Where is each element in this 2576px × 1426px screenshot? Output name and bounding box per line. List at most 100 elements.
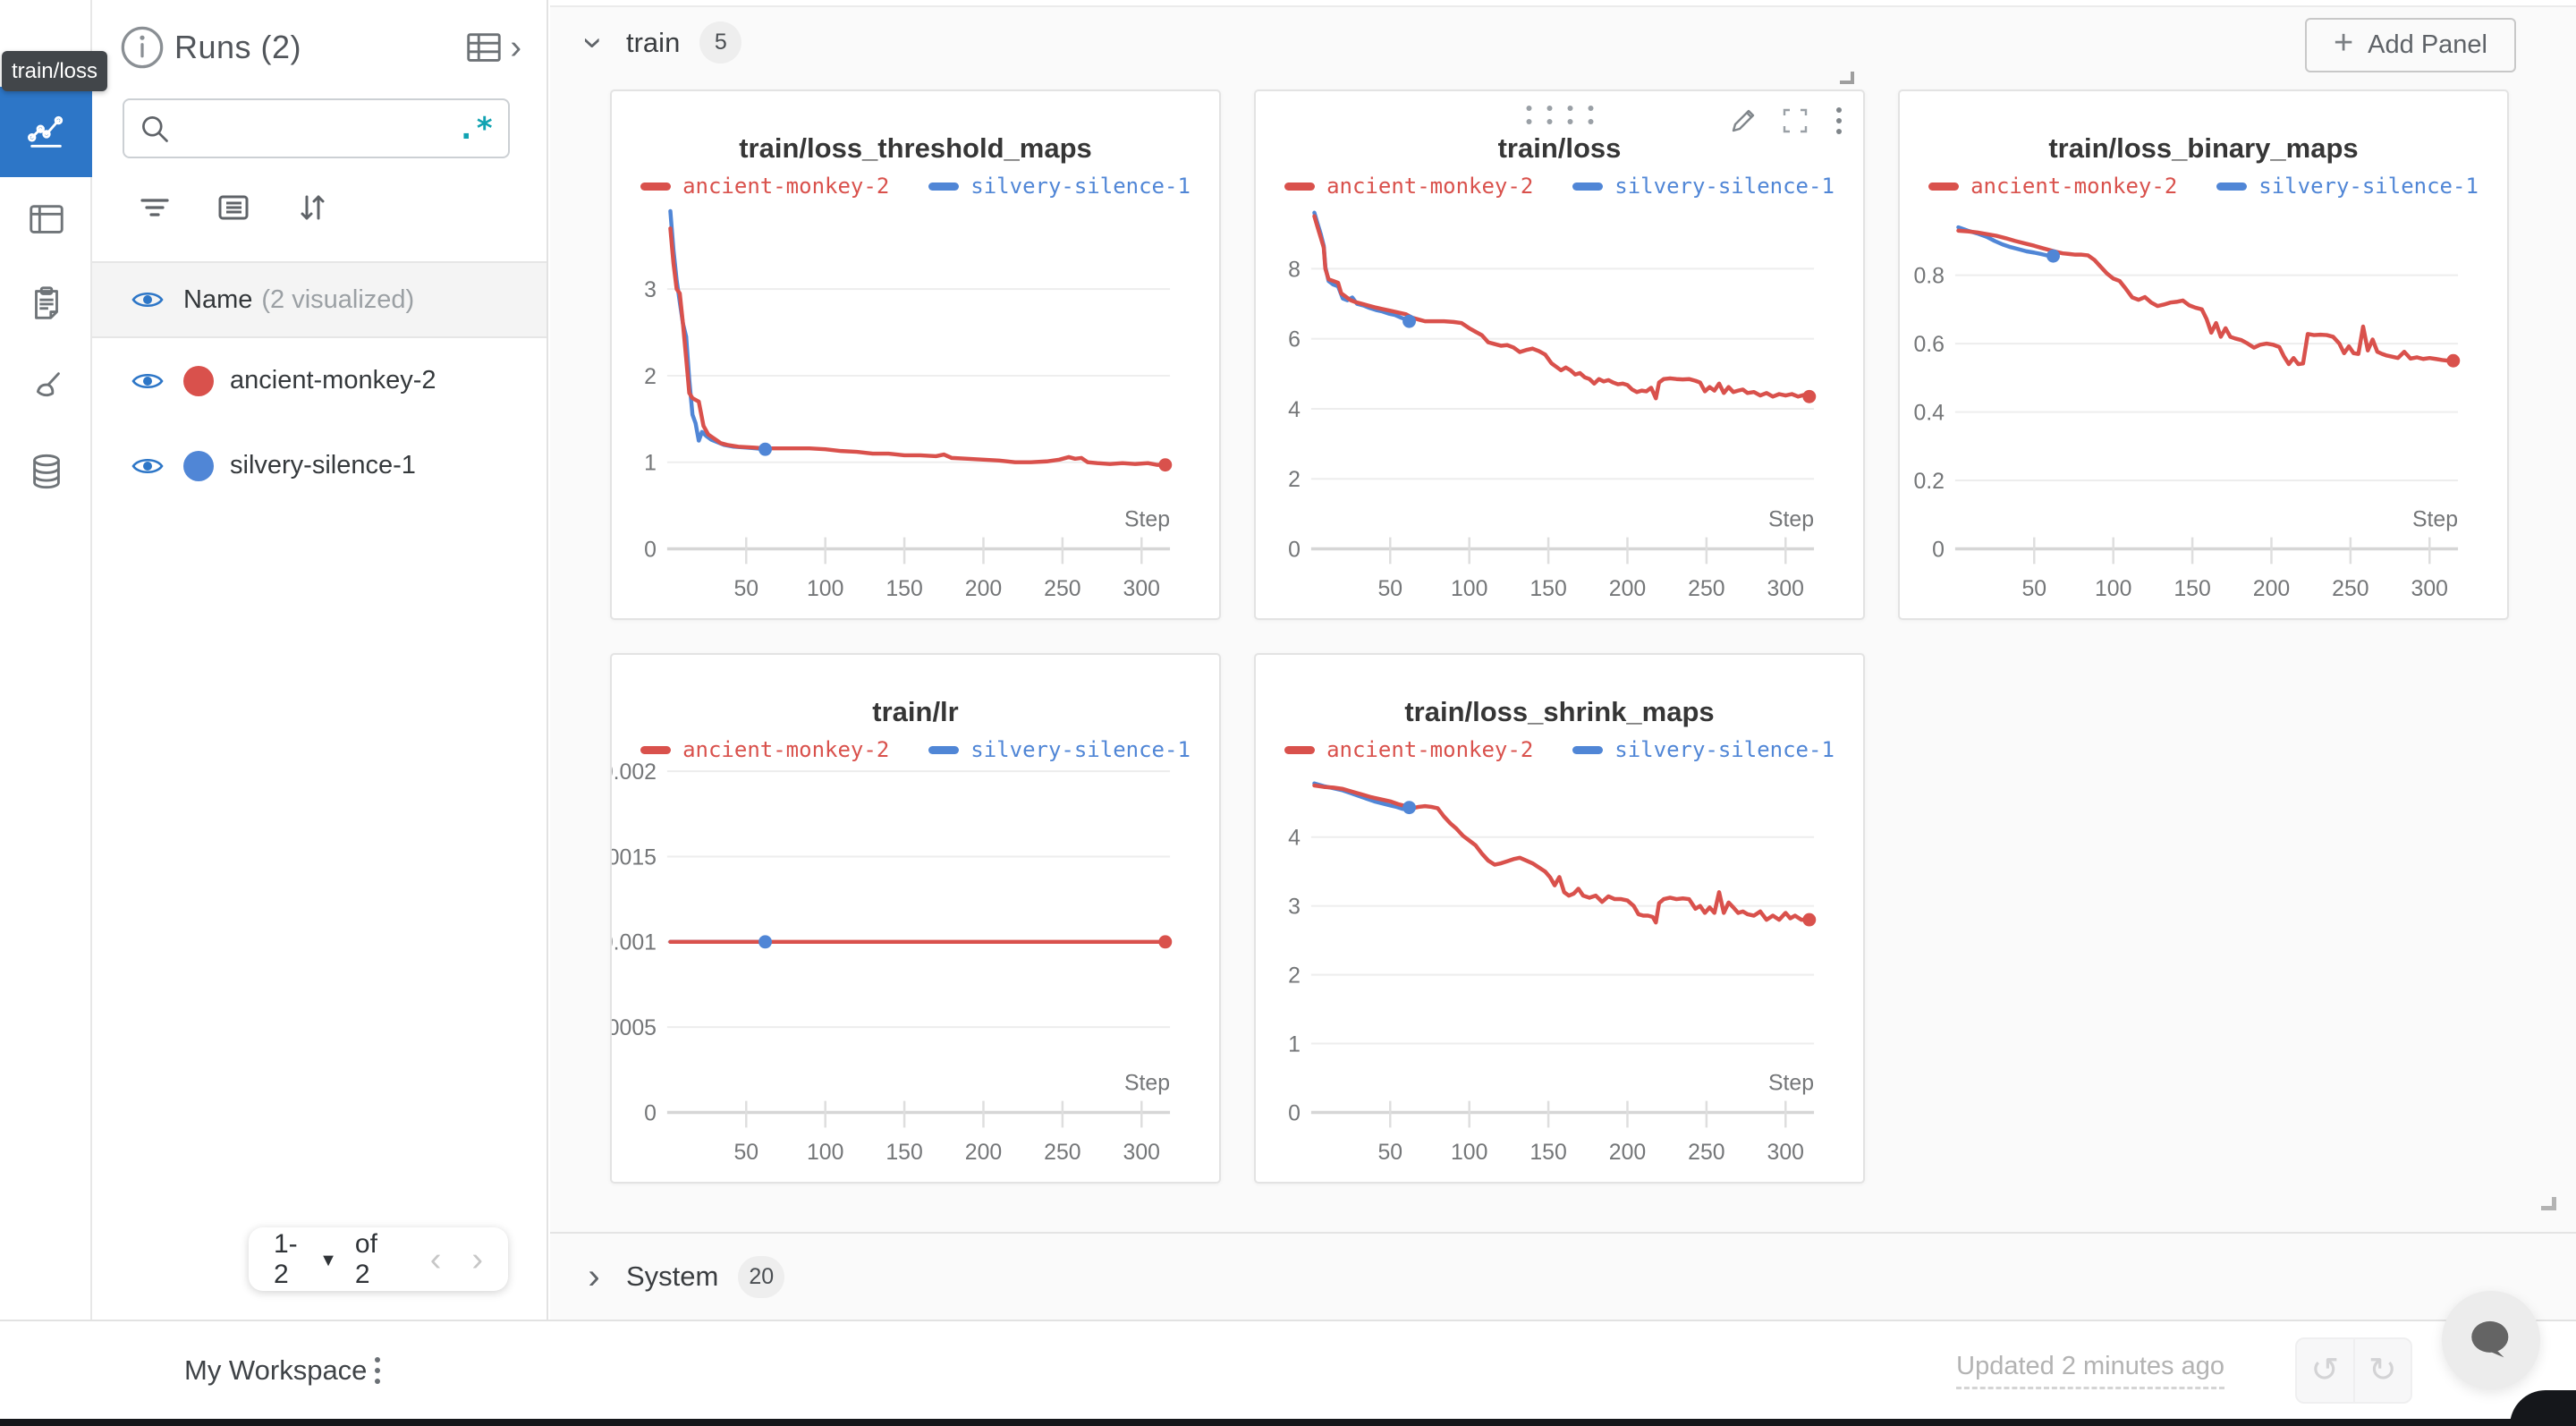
section-resize-handle[interactable]	[2541, 1197, 2556, 1210]
chart-plot[interactable]: 0 1 2 3 50 100 150 200 250 300 Step	[612, 91, 1219, 618]
page-range[interactable]: 1-2	[274, 1228, 298, 1289]
legend-item[interactable]: silvery-silence-1	[928, 737, 1191, 762]
chart-panel[interactable]: 0 1 2 3 4 50 100 150 200 250 300 Step train/loss_shr…	[1254, 653, 1865, 1184]
legend-item[interactable]: ancient-monkey-2	[1284, 737, 1533, 762]
updated-timestamp: Updated 2 minutes ago	[1956, 1352, 2224, 1389]
svg-text:2: 2	[1288, 468, 1301, 492]
eye-icon[interactable]	[131, 369, 164, 393]
legend-dash-icon	[928, 182, 960, 191]
svg-text:50: 50	[733, 577, 758, 601]
sort-icon[interactable]	[294, 190, 330, 225]
run-search[interactable]: .*	[123, 98, 510, 158]
svg-text:150: 150	[886, 1141, 922, 1165]
chart-plot[interactable]: 0 1 2 3 4 50 100 150 200 250 300 Step	[1256, 655, 1863, 1182]
fullscreen-icon[interactable]	[1781, 106, 1809, 135]
legend-item[interactable]: silvery-silence-1	[2216, 174, 2479, 199]
panel-resize-handle[interactable]	[1840, 72, 1854, 84]
undo-button[interactable]: ↺	[2297, 1338, 2355, 1402]
chart-plot[interactable]: 0 2 4 6 8 50 100 150 200 250 300 Step	[1256, 91, 1863, 618]
search-icon	[142, 115, 168, 142]
panel-menu-icon[interactable]	[1833, 104, 1845, 138]
runs-columns-header[interactable]: Name (2 visualized)	[92, 261, 547, 338]
chevron-down-icon[interactable]: ›	[574, 36, 614, 49]
chart-panel[interactable]: 0 2 4 6 8 50 100 150 200 250 300 Step train/loss anc…	[1254, 72, 1865, 620]
run-row[interactable]: ancient-monkey-2	[92, 338, 547, 423]
plus-icon: +	[2333, 24, 2354, 62]
legend-item[interactable]: silvery-silence-1	[928, 174, 1191, 199]
svg-text:150: 150	[1530, 577, 1566, 601]
add-panel-button[interactable]: + Add Panel	[2304, 18, 2516, 72]
table-icon	[26, 199, 67, 240]
sidebar-item-logs[interactable]	[0, 261, 92, 345]
chevron-right-icon[interactable]: ›	[588, 1257, 600, 1296]
svg-text:150: 150	[886, 577, 922, 601]
table-view-icon[interactable]	[463, 27, 504, 68]
name-column-label: Name	[183, 284, 253, 314]
chat-button[interactable]	[2442, 1291, 2540, 1389]
chart-title: train/lr	[872, 696, 959, 727]
legend-item[interactable]: silvery-silence-1	[1572, 174, 1835, 199]
svg-text:0: 0	[1288, 538, 1301, 562]
svg-text:0: 0	[644, 538, 657, 562]
run-color-dot	[183, 450, 214, 481]
run-name[interactable]: ancient-monkey-2	[230, 366, 436, 395]
redo-button[interactable]: ↻	[2355, 1339, 2411, 1402]
svg-text:0.8: 0.8	[1913, 265, 1945, 289]
sidebar-item-artifacts[interactable]	[0, 429, 92, 514]
run-color-dot	[183, 365, 214, 396]
sidebar-item-panels[interactable]	[0, 177, 92, 261]
legend-dash-icon	[1284, 182, 1316, 191]
run-tools	[137, 190, 330, 225]
filter-icon[interactable]	[137, 190, 173, 225]
group-list-icon[interactable]	[216, 190, 251, 225]
legend-item[interactable]: ancient-monkey-2	[1284, 174, 1533, 199]
workspace-menu-icon[interactable]	[371, 1354, 384, 1388]
tooltip-label: train/loss	[11, 58, 98, 83]
system-section-label[interactable]: System	[626, 1260, 719, 1292]
drag-handle-icon[interactable]	[1526, 106, 1593, 124]
run-name[interactable]: silvery-silence-1	[230, 451, 416, 480]
chart-plot[interactable]: 0 0.0005 0.001 0.0015 0.002 50 100 150 200 250 300…	[612, 655, 1219, 1182]
legend-item[interactable]: ancient-monkey-2	[640, 737, 889, 762]
eye-icon[interactable]	[131, 288, 164, 311]
legend-dash-icon	[1928, 182, 1960, 191]
regex-toggle[interactable]: .*	[457, 110, 494, 147]
legend-run-name: silvery-silence-1	[1614, 737, 1835, 762]
next-page-icon[interactable]: ›	[471, 1240, 483, 1278]
svg-text:3: 3	[1288, 895, 1301, 920]
eye-icon[interactable]	[131, 454, 164, 478]
svg-text:Step: Step	[2412, 508, 2458, 532]
chart-title: train/loss	[1497, 132, 1622, 164]
workspace-title[interactable]: My Workspace	[184, 1354, 368, 1386]
train-section-label[interactable]: train	[626, 26, 681, 58]
chart-legend: ancient-monkey-2 silvery-silence-1	[1900, 174, 2507, 199]
chart-plot[interactable]: 0 0.2 0.4 0.6 0.8 50 100 150 200 250 300 Step	[1900, 91, 2507, 618]
chart-panel[interactable]: 0 0.2 0.4 0.6 0.8 50 100 150 200 250 300 Step train/…	[1898, 89, 2509, 620]
svg-text:100: 100	[1451, 1141, 1487, 1165]
chart-panel[interactable]: 0 1 2 3 50 100 150 200 250 300 Step train/loss_thre…	[610, 89, 1221, 620]
edit-panel-icon[interactable]	[1729, 106, 1758, 135]
search-input[interactable]	[171, 114, 458, 143]
svg-text:300: 300	[1767, 1141, 1804, 1165]
svg-text:Step: Step	[1768, 1072, 1814, 1096]
svg-text:250: 250	[1688, 577, 1724, 601]
legend-item[interactable]: ancient-monkey-2	[640, 174, 889, 199]
sidebar-item-sweeps[interactable]	[0, 345, 92, 429]
svg-text:300: 300	[1767, 577, 1804, 601]
svg-text:0.002: 0.002	[612, 760, 657, 785]
legend-item[interactable]: silvery-silence-1	[1572, 737, 1835, 762]
chart-panel[interactable]: 0 0.0005 0.001 0.0015 0.002 50 100 150 200 250 300…	[610, 653, 1221, 1184]
prev-page-icon[interactable]: ‹	[429, 1240, 442, 1278]
panels-area: › train 5 + Add Panel 0 1 2 3 50 100 150 200 250…	[550, 0, 2576, 1320]
expand-table-icon[interactable]: ›	[510, 29, 521, 66]
legend-run-name: ancient-monkey-2	[682, 174, 890, 199]
svg-text:200: 200	[965, 1141, 1002, 1165]
legend-item[interactable]: ancient-monkey-2	[1928, 174, 2177, 199]
svg-text:0: 0	[1932, 538, 1945, 562]
svg-text:150: 150	[2174, 577, 2210, 601]
page-size-caret-icon[interactable]: ▼	[319, 1251, 337, 1270]
svg-text:2: 2	[644, 365, 657, 389]
run-row[interactable]: silvery-silence-1	[92, 423, 547, 508]
legend-run-name: silvery-silence-1	[970, 174, 1191, 199]
sidebar-item-charts[interactable]	[0, 87, 92, 177]
